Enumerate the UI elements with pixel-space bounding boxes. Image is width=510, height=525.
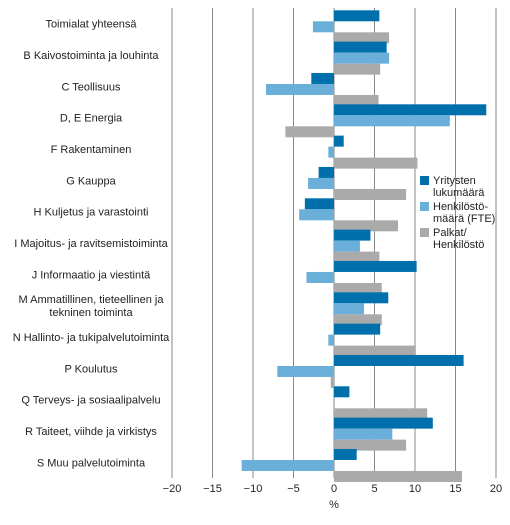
bar-1-5 xyxy=(308,177,334,189)
bar-0-7 xyxy=(334,229,371,241)
category-label-14: S Muu palvelutoiminta xyxy=(37,457,146,469)
category-label-5: G Kauppa xyxy=(66,175,116,187)
bar-2-12 xyxy=(334,408,428,420)
x-axis: −20 −15 −10 −5 0 5 10 15 20% xyxy=(163,483,502,511)
bar-2-7 xyxy=(334,251,380,263)
x-tick-label-2: −10 xyxy=(244,483,263,495)
bar-1-2 xyxy=(265,83,334,95)
bar-1-9 xyxy=(334,303,364,315)
bar-0-6 xyxy=(304,198,334,210)
bar-2-13 xyxy=(334,439,407,451)
legend-label-0-1: lukumäärä xyxy=(433,187,485,199)
category-label-9-1: tekninen toiminta xyxy=(49,307,133,319)
bar-1-0 xyxy=(312,21,334,33)
bar-0-1 xyxy=(334,41,387,53)
bar-2-6 xyxy=(334,220,398,232)
legend-label-2-0: Palkat/ xyxy=(433,227,468,239)
x-tick-label-4: 0 xyxy=(331,483,337,495)
category-label-11: P Koulutus xyxy=(64,363,118,375)
category-labels: Toimialat yhteensä B Kaivostoiminta ja lo… xyxy=(13,19,170,470)
bar-0-14 xyxy=(334,448,357,460)
bar-0-12 xyxy=(334,386,350,398)
bar-2-2 xyxy=(334,94,379,106)
category-label-3: D, E Energia xyxy=(60,113,123,125)
x-tick-label-5: 5 xyxy=(371,483,377,495)
bar-1-4 xyxy=(328,146,334,158)
bar-1-13 xyxy=(334,428,393,440)
bar-2-9 xyxy=(334,314,382,326)
bar-0-0 xyxy=(334,10,380,22)
x-tick-label-7: 15 xyxy=(449,483,461,495)
category-label-8: J Informaatio ja viestintä xyxy=(32,269,151,281)
bar-2-1 xyxy=(334,63,381,75)
category-label-0: Toimialat yhteensä xyxy=(45,19,137,31)
bar-2-0 xyxy=(334,32,390,44)
bars xyxy=(241,10,487,482)
bar-0-9 xyxy=(334,292,389,304)
bar-1-14 xyxy=(241,459,334,471)
category-label-2: C Teollisuus xyxy=(61,81,121,93)
bar-1-10 xyxy=(328,334,334,346)
category-label-4: F Rakentaminen xyxy=(51,144,132,156)
bar-0-11 xyxy=(334,354,464,366)
legend-swatch-1 xyxy=(420,202,429,211)
legend-swatch-2 xyxy=(420,228,429,237)
bar-0-3 xyxy=(334,104,487,116)
bar-2-11 xyxy=(330,376,334,388)
bar-0-10 xyxy=(334,323,381,335)
legend-swatch-0 xyxy=(420,176,429,185)
category-label-1: B Kaivostoiminta ja louhinta xyxy=(23,50,159,62)
legend-label-2-1: Henkilöstö xyxy=(433,239,484,251)
bar-1-8 xyxy=(306,271,334,283)
x-axis-title: % xyxy=(329,499,339,511)
category-label-7: I Majoitus- ja ravitsemistoiminta xyxy=(14,238,168,250)
x-tick-label-8: 20 xyxy=(490,483,502,495)
category-label-6: H Kuljetus ja varastointi xyxy=(34,207,149,219)
bar-0-4 xyxy=(334,135,344,147)
bar-2-14 xyxy=(334,470,462,482)
bar-2-4 xyxy=(334,157,418,169)
category-label-13: R Taiteet, viihde ja virkistys xyxy=(25,426,157,438)
bar-0-5 xyxy=(318,166,334,178)
category-label-10: N Hallinto- ja tukipalvelutoiminta xyxy=(13,332,170,344)
x-tick-label-0: −20 xyxy=(163,483,182,495)
bar-1-1 xyxy=(334,52,390,64)
category-label-9-0: M Ammatillinen, tieteellinen ja xyxy=(19,294,165,306)
x-tick-label-3: −5 xyxy=(287,483,300,495)
bar-2-5 xyxy=(334,188,407,200)
legend-label-1-0: Henkilöstö- xyxy=(433,201,488,213)
bar-0-13 xyxy=(334,417,433,429)
bar-0-2 xyxy=(311,72,334,84)
legend-label-0-0: Yritysten xyxy=(433,175,476,187)
bar-1-7 xyxy=(334,240,360,252)
bar-2-10 xyxy=(334,345,416,357)
bar-1-3 xyxy=(334,115,450,127)
bar-2-3 xyxy=(285,126,334,138)
bar-1-6 xyxy=(299,209,334,221)
bar-0-8 xyxy=(334,260,417,272)
bar-1-11 xyxy=(277,365,334,377)
x-tick-label-1: −15 xyxy=(203,483,222,495)
bar-2-8 xyxy=(334,282,382,294)
legend-label-1-1: määrä (FTE) xyxy=(433,213,495,225)
category-label-12: Q Terveys- ja sosiaalipalvelu xyxy=(21,395,160,407)
x-tick-label-6: 10 xyxy=(409,483,421,495)
